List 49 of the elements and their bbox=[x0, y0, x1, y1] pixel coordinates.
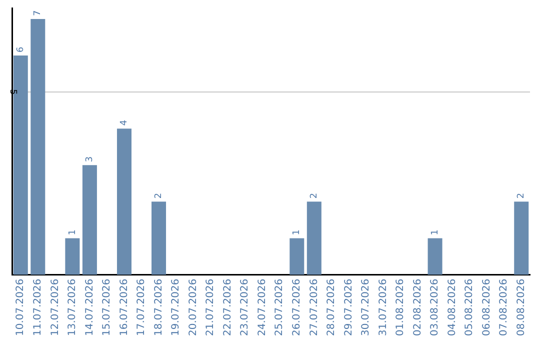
x-tick-label: 14.07.2026 bbox=[84, 278, 96, 336]
x-tick-label: 11.07.2026 bbox=[32, 278, 44, 336]
bar bbox=[514, 202, 529, 275]
x-tick-label: 29.07.2026 bbox=[343, 278, 354, 336]
x-tick-label: 26.07.2026 bbox=[291, 278, 302, 336]
x-tick-label: 03.08.2026 bbox=[430, 278, 441, 336]
data-label: 7 bbox=[33, 10, 44, 16]
bar bbox=[30, 18, 46, 275]
x-tick-label: 10.07.2026 bbox=[15, 278, 26, 336]
bar bbox=[65, 238, 80, 275]
x-tick-label: 31.07.2026 bbox=[378, 278, 389, 336]
x-tick-label: 21.07.2026 bbox=[205, 278, 216, 336]
x-tick-label: 12.07.2026 bbox=[50, 278, 61, 336]
bar bbox=[82, 165, 97, 275]
bar bbox=[306, 202, 322, 275]
x-tick-label: 15.07.2026 bbox=[102, 278, 113, 336]
x-tick-label: 20.07.2026 bbox=[188, 278, 199, 336]
x-tick-label: 08.08.2026 bbox=[516, 278, 527, 336]
x-tick-label: 22.07.2026 bbox=[222, 278, 234, 336]
data-label: 1 bbox=[430, 229, 440, 236]
bar bbox=[116, 128, 132, 275]
data-label: 2 bbox=[310, 192, 320, 199]
x-tick-label: 30.07.2026 bbox=[360, 278, 372, 336]
data-label: 2 bbox=[516, 192, 527, 199]
x-tick-label: 23.07.2026 bbox=[240, 278, 251, 336]
x-tick-label: 06.08.2026 bbox=[481, 278, 492, 336]
bar bbox=[152, 202, 166, 275]
x-tick-label: 24.07.2026 bbox=[256, 278, 268, 336]
x-tick-label: 17.07.2026 bbox=[136, 278, 148, 336]
data-label: 2 bbox=[154, 192, 164, 199]
x-tick-label: 02.08.2026 bbox=[412, 278, 424, 336]
data-label: 3 bbox=[85, 156, 96, 162]
x-tick-label: 27.07.2026 bbox=[308, 278, 320, 336]
data-label: 6 bbox=[16, 46, 26, 52]
x-tick-label: 28.07.2026 bbox=[326, 278, 338, 336]
x-tick-label: 01.08.2026 bbox=[395, 278, 406, 336]
x-tick-label: 19.07.2026 bbox=[170, 278, 182, 336]
x-tick-label: 04.08.2026 bbox=[446, 278, 458, 336]
x-tick-label: 25.07.2026 bbox=[274, 278, 286, 336]
x-tick-label: 18.07.2026 bbox=[153, 278, 164, 336]
x-tick-label: 16.07.2026 bbox=[118, 278, 130, 336]
x-tick-label: 07.08.2026 bbox=[498, 278, 510, 336]
bar bbox=[290, 238, 304, 275]
bar bbox=[428, 238, 442, 275]
x-tick-label: 05.08.2026 bbox=[464, 278, 476, 336]
x-tick-label: 13.07.2026 bbox=[67, 278, 78, 336]
data-label: 1 bbox=[68, 229, 78, 236]
data-label: 1 bbox=[292, 229, 302, 236]
data-label: 4 bbox=[120, 120, 130, 126]
